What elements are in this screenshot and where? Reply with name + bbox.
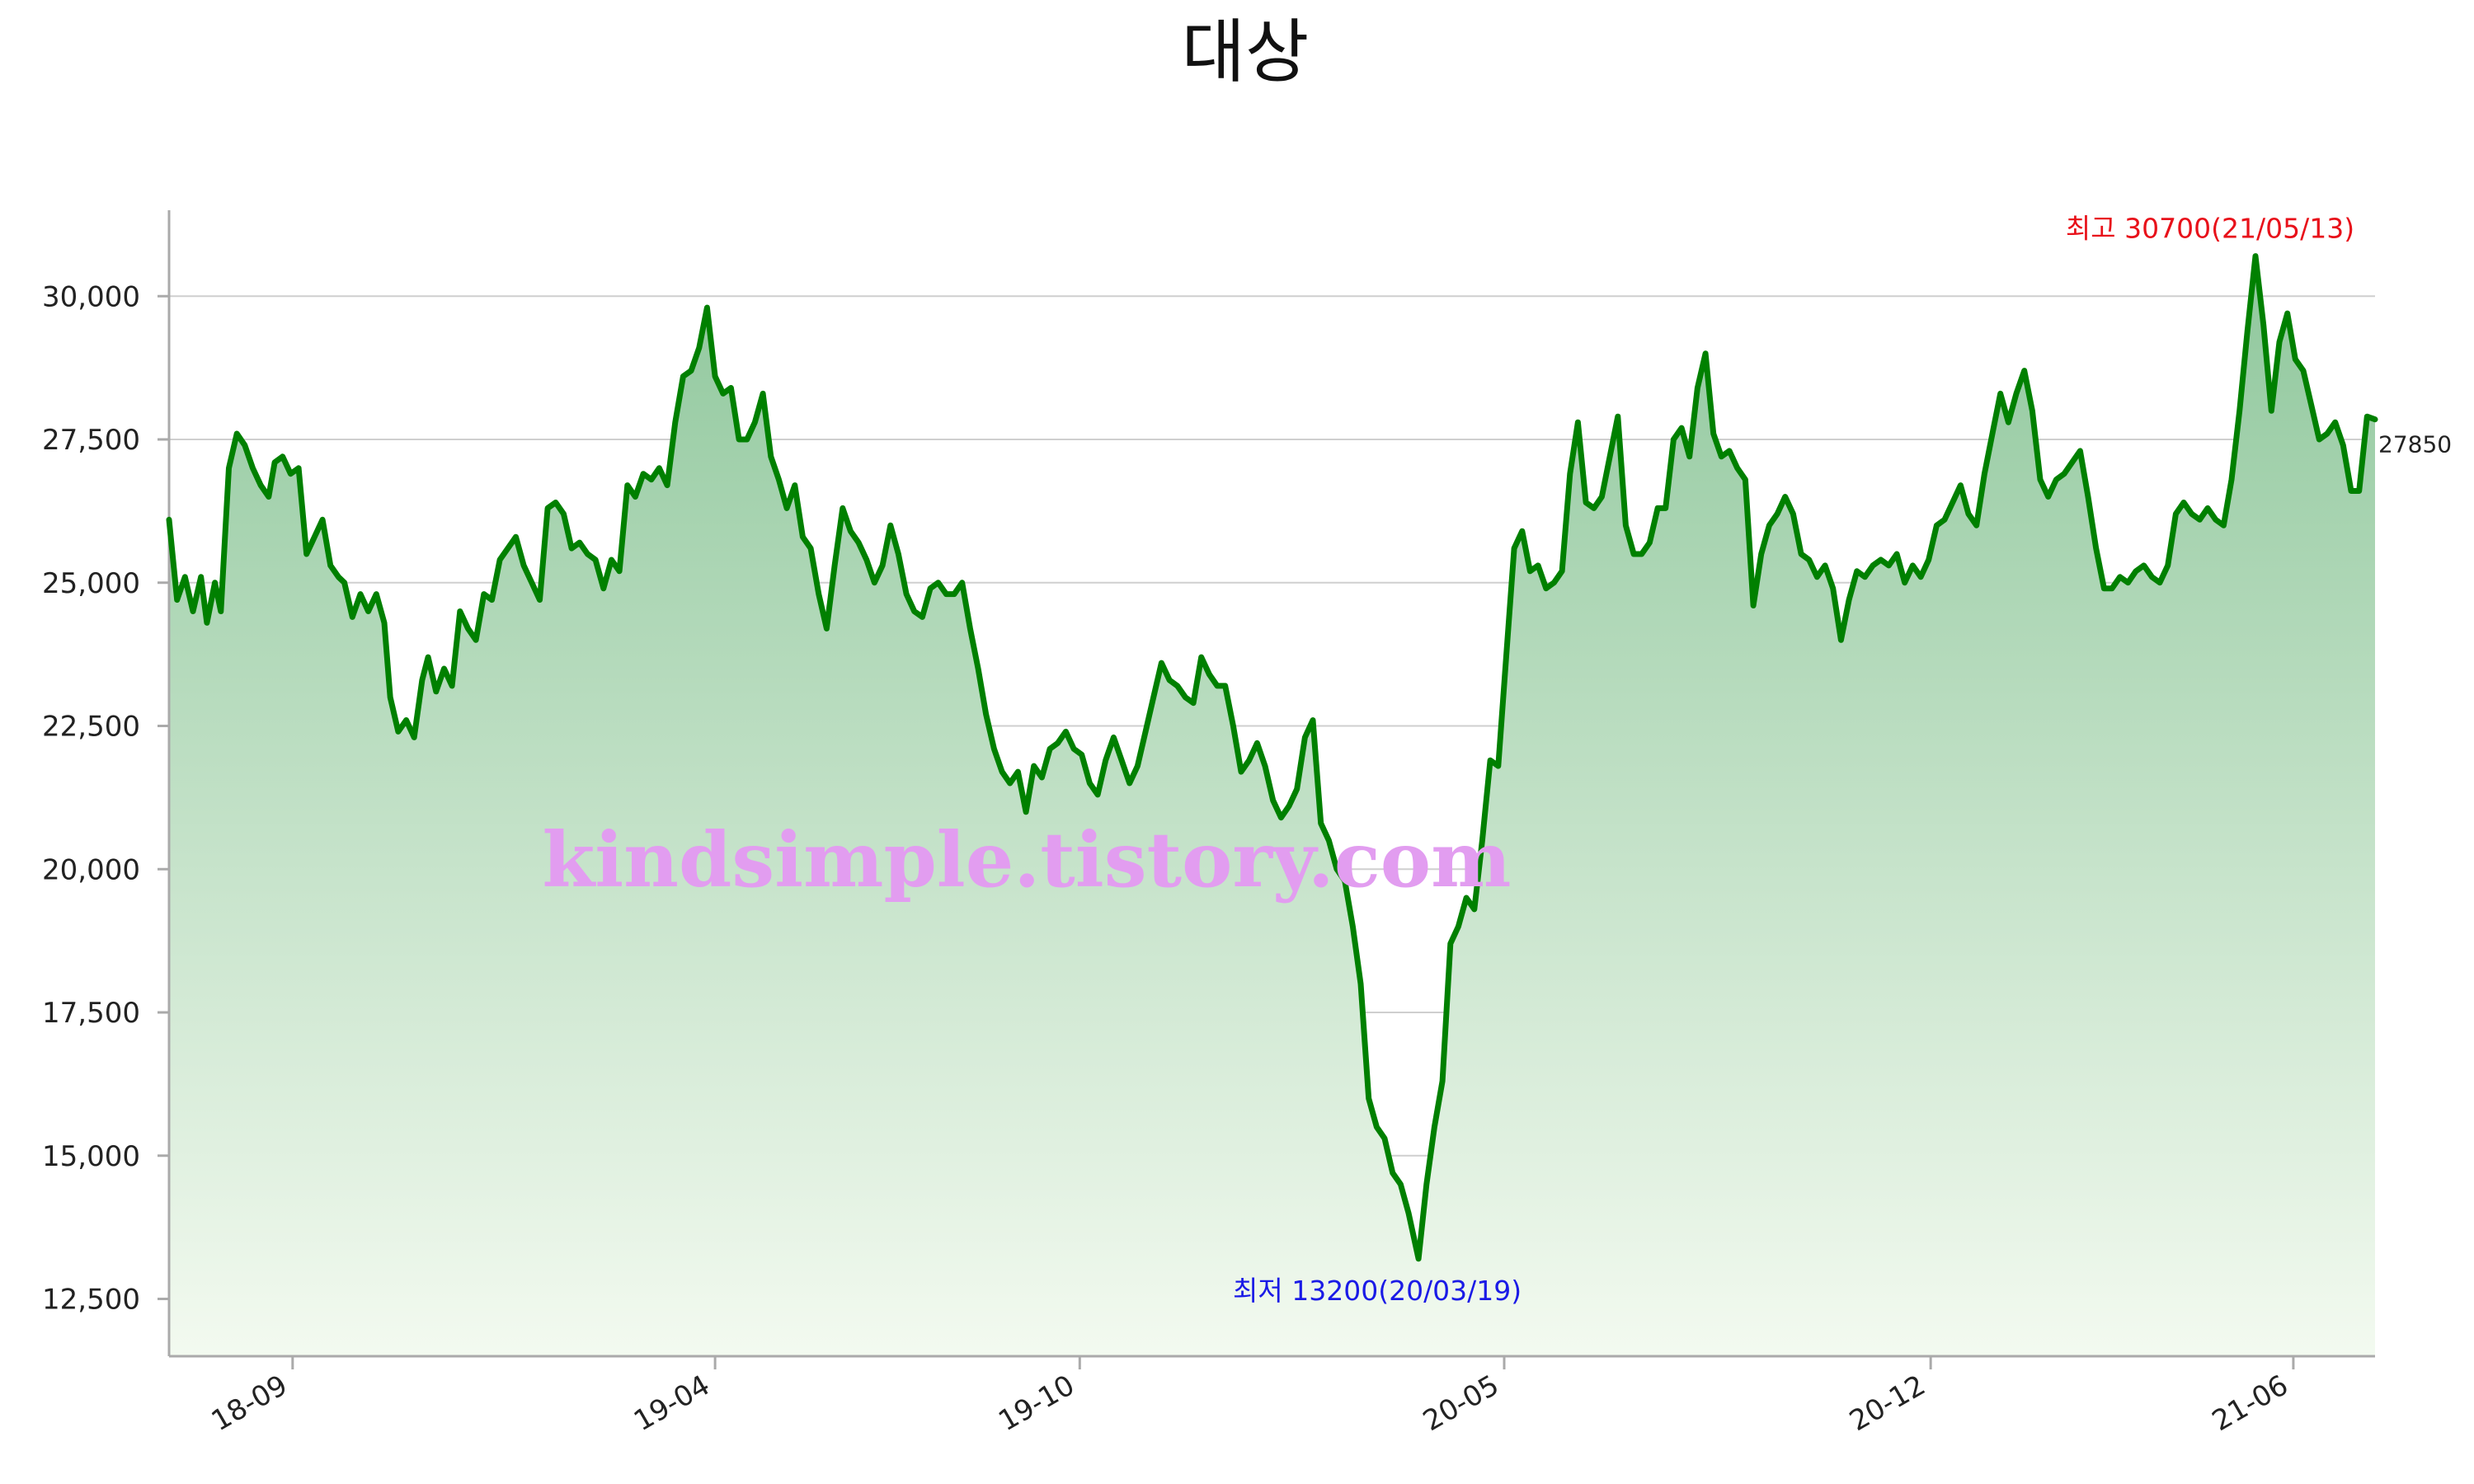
min-annotation: 최저 13200(20/03/19) — [1233, 1275, 1522, 1307]
x-tick-label: 18-09 — [206, 1369, 294, 1438]
y-tick-label: 27,500 — [42, 424, 140, 457]
y-tick-label: 30,000 — [42, 280, 140, 313]
y-tick-label: 20,000 — [42, 853, 140, 886]
chart-title: 대상 — [1182, 12, 1310, 92]
price-line — [166, 253, 2378, 1262]
x-tick-label: 21-06 — [2207, 1369, 2294, 1438]
y-tick-label: 17,500 — [42, 997, 140, 1030]
x-tick-label: 19-10 — [993, 1369, 1080, 1438]
y-tick-label: 22,500 — [42, 711, 140, 744]
area-fill — [169, 256, 2375, 1357]
last-value-label: 27850 — [2378, 431, 2452, 458]
y-tick-label: 15,000 — [42, 1140, 140, 1173]
y-tick-label: 12,500 — [42, 1284, 140, 1317]
watermark: kindsimple.tistory.com — [542, 815, 1511, 904]
x-axis-ticks: 18-09 19-04 19-10 20-05 20-12 21-06 — [206, 1356, 2295, 1438]
x-tick-label: 20-12 — [1844, 1369, 1931, 1438]
axes — [167, 210, 2375, 1358]
max-annotation: 최고 30700(21/05/13) — [2066, 213, 2354, 245]
y-tick-label: 25,000 — [42, 567, 140, 600]
y-axis-ticks: 12,500 15,000 17,500 20,000 22,500 25,000 27,5… — [42, 280, 169, 1317]
x-tick-label: 19-04 — [628, 1369, 716, 1438]
x-tick-label: 20-05 — [1418, 1369, 1505, 1438]
